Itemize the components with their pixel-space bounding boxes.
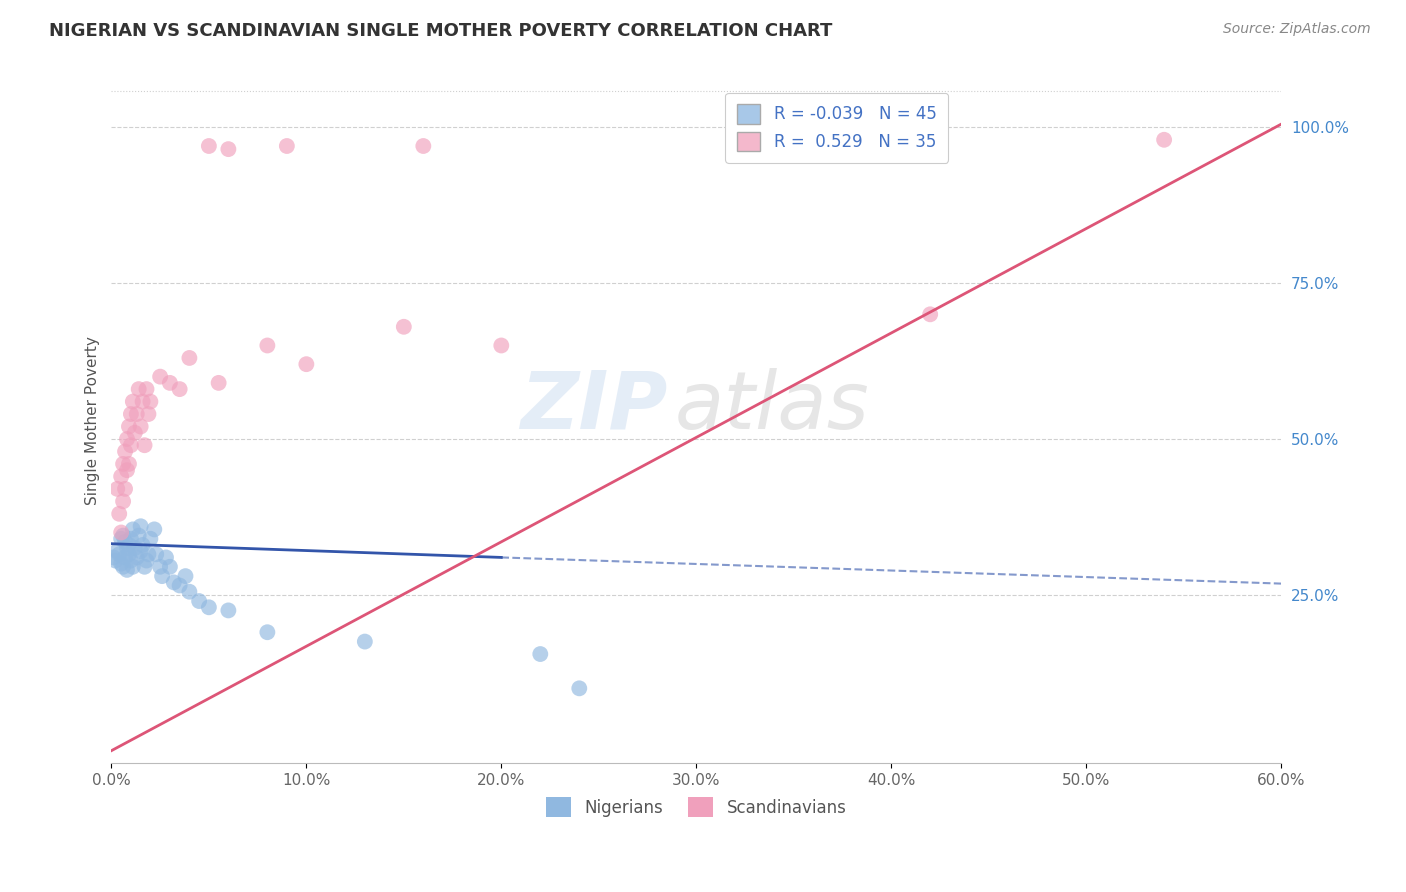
Point xyxy=(529,647,551,661)
Point xyxy=(135,553,157,567)
Point xyxy=(138,547,160,561)
Point xyxy=(114,550,136,565)
Point xyxy=(128,528,150,542)
Point xyxy=(169,382,191,396)
Point xyxy=(112,494,135,508)
Point xyxy=(256,338,278,352)
Point xyxy=(149,559,172,574)
Point xyxy=(134,438,156,452)
Point xyxy=(115,432,138,446)
Point xyxy=(120,407,142,421)
Point xyxy=(120,553,142,567)
Point xyxy=(108,507,131,521)
Point xyxy=(163,575,186,590)
Point xyxy=(198,139,221,153)
Point xyxy=(129,519,152,533)
Point xyxy=(412,139,434,153)
Point xyxy=(1153,133,1175,147)
Point xyxy=(104,553,127,567)
Point xyxy=(217,142,239,156)
Point xyxy=(118,547,141,561)
Point xyxy=(143,522,166,536)
Point xyxy=(207,376,229,390)
Point xyxy=(112,457,135,471)
Point xyxy=(131,538,153,552)
Point xyxy=(174,569,197,583)
Point xyxy=(139,394,162,409)
Point xyxy=(120,438,142,452)
Point xyxy=(169,578,191,592)
Point xyxy=(129,419,152,434)
Point xyxy=(217,603,239,617)
Point xyxy=(114,534,136,549)
Point xyxy=(114,482,136,496)
Point xyxy=(121,522,143,536)
Point xyxy=(138,407,160,421)
Point xyxy=(392,319,415,334)
Point xyxy=(120,532,142,546)
Point xyxy=(159,559,181,574)
Point xyxy=(115,463,138,477)
Point xyxy=(131,394,153,409)
Point xyxy=(125,550,148,565)
Point xyxy=(118,457,141,471)
Point xyxy=(115,541,138,555)
Point xyxy=(149,369,172,384)
Point xyxy=(110,532,132,546)
Point xyxy=(103,550,125,565)
Point xyxy=(568,681,591,696)
Point xyxy=(112,559,135,574)
Point xyxy=(150,569,173,583)
Point xyxy=(129,544,152,558)
Point xyxy=(121,559,143,574)
Point xyxy=(110,557,132,571)
Y-axis label: Single Mother Poverty: Single Mother Poverty xyxy=(86,336,100,505)
Point xyxy=(128,382,150,396)
Point xyxy=(124,425,146,440)
Point xyxy=(295,357,318,371)
Text: ZIP: ZIP xyxy=(520,368,666,446)
Point xyxy=(920,307,942,321)
Point xyxy=(105,482,128,496)
Point xyxy=(115,563,138,577)
Point xyxy=(159,376,181,390)
Point xyxy=(110,525,132,540)
Point xyxy=(118,538,141,552)
Point xyxy=(135,382,157,396)
Point xyxy=(353,634,375,648)
Point xyxy=(112,528,135,542)
Legend: Nigerians, Scandinavians: Nigerians, Scandinavians xyxy=(540,791,853,823)
Point xyxy=(134,559,156,574)
Point xyxy=(256,625,278,640)
Point xyxy=(125,407,148,421)
Point xyxy=(139,532,162,546)
Point xyxy=(108,547,131,561)
Point xyxy=(179,351,201,365)
Point xyxy=(188,594,211,608)
Point xyxy=(145,547,167,561)
Point xyxy=(118,419,141,434)
Text: NIGERIAN VS SCANDINAVIAN SINGLE MOTHER POVERTY CORRELATION CHART: NIGERIAN VS SCANDINAVIAN SINGLE MOTHER P… xyxy=(49,22,832,40)
Point xyxy=(491,338,513,352)
Point xyxy=(114,444,136,458)
Point xyxy=(179,584,201,599)
Point xyxy=(110,469,132,483)
Point xyxy=(276,139,298,153)
Point xyxy=(105,544,128,558)
Point xyxy=(124,541,146,555)
Text: Source: ZipAtlas.com: Source: ZipAtlas.com xyxy=(1223,22,1371,37)
Point xyxy=(155,550,177,565)
Point xyxy=(198,600,221,615)
Point xyxy=(121,394,143,409)
Text: atlas: atlas xyxy=(675,368,870,446)
